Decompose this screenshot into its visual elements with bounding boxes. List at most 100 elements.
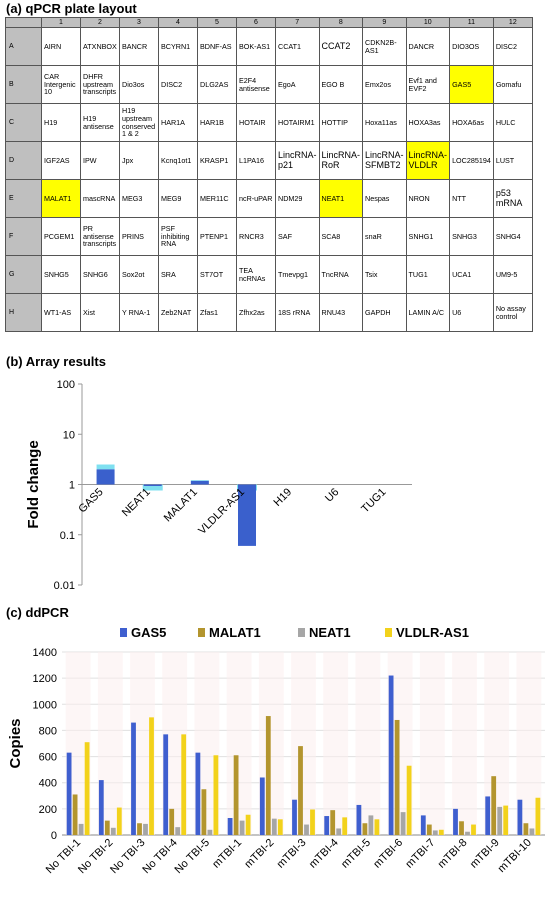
y-tick-label: 1400: [33, 647, 57, 659]
plate-cell: IGF2AS: [41, 141, 81, 180]
plate-cell: RNCR3: [236, 217, 276, 256]
row-header: H: [5, 293, 42, 332]
bar: [517, 799, 523, 835]
plate-cell: MEG9: [158, 179, 198, 218]
plate-cell: HAR1B: [197, 103, 237, 142]
plate-cell: Zfhx2as: [236, 293, 276, 332]
x-tick-label: mTBI-8: [436, 837, 470, 871]
bar: [195, 752, 201, 835]
bar: [271, 818, 277, 835]
bar: [207, 829, 213, 835]
error-bar: [142, 484, 163, 491]
table-corner: [5, 17, 42, 28]
plate-cell: BDNF-AS: [197, 27, 237, 66]
x-tick-label: GAS5: [76, 486, 105, 515]
bar: [459, 821, 464, 835]
bar: [453, 808, 458, 835]
bar: [116, 807, 122, 835]
plate-cell: IPW: [80, 141, 120, 180]
plate-cell: DHFR upstream transcripts: [80, 65, 120, 104]
plate-cell: Tsix: [362, 255, 407, 294]
bar: [432, 830, 438, 835]
bar: [497, 806, 503, 835]
plate-cell: SAF: [275, 217, 320, 256]
plate-cell: EgoA: [275, 65, 320, 104]
bar: [143, 823, 148, 835]
bar: [471, 824, 476, 835]
plate-cell: SNHG6: [80, 255, 120, 294]
bar: [342, 817, 348, 835]
plate-cell: HOXA3as: [405, 103, 451, 142]
bar: [523, 823, 529, 835]
plate-cell: ST7OT: [197, 255, 237, 294]
legend-label: MALAT1: [209, 625, 261, 640]
plate-cell: U6: [449, 293, 494, 332]
x-tick-label: NEAT1: [120, 486, 153, 519]
plate-cell: CCAT1: [275, 27, 320, 66]
plate-cell: GAPDH: [362, 293, 407, 332]
legend-swatch: [385, 628, 392, 637]
x-tick-label: mTBI-10: [496, 837, 534, 875]
bar: [96, 469, 115, 485]
column-header: 8: [318, 17, 364, 28]
bar: [169, 808, 175, 835]
y-tick-label: 600: [39, 752, 57, 764]
group-bg: [452, 652, 477, 835]
bar: [485, 796, 491, 835]
plate-cell: SRA: [158, 255, 198, 294]
bar: [362, 823, 368, 835]
row-header: A: [5, 27, 42, 66]
plate-cell: H19 upstream conserved 1 & 2: [119, 103, 159, 142]
plate-cell: Evf1 and EVF2: [405, 65, 451, 104]
x-tick-label: mTBI-4: [307, 837, 341, 871]
table-row: F PCGEM1 PR antisense transcripts PRINS PSF …: [5, 217, 533, 256]
legend-label: NEAT1: [309, 625, 351, 640]
bar: [330, 810, 336, 835]
plate-cell: BOK-AS1: [236, 27, 276, 66]
plate-cell: HOTAIRM1: [275, 103, 320, 142]
plate-cell: Dio3os: [119, 65, 159, 104]
plate-cell: PSF inhibiting RNA: [158, 217, 198, 256]
plate-cell: EGO B: [318, 65, 364, 104]
plate-cell: Tmevpg1: [275, 255, 320, 294]
plate-cell: H19 antisense: [80, 103, 120, 142]
plate-cell: MEG3: [119, 179, 159, 218]
plate-cell: L1PA16: [236, 141, 276, 180]
column-header: 12: [492, 17, 533, 28]
row-header: E: [5, 179, 42, 218]
plate-cell: NEAT1: [318, 179, 364, 218]
plate-cell: E2F4 antisense: [236, 65, 276, 104]
x-tick-label: mTBI-6: [371, 837, 405, 871]
section-b-title: (b) Array results: [6, 354, 106, 369]
bar: [78, 823, 84, 835]
plate-cell: Zeb2NAT: [158, 293, 198, 332]
y-tick-label: 10: [63, 429, 75, 441]
error-bar: [96, 464, 115, 470]
group-bg: [226, 652, 252, 835]
bar: [356, 804, 362, 835]
plate-cell: HOTTIP: [318, 103, 364, 142]
group-bg: [323, 652, 349, 835]
bar: [304, 824, 309, 835]
plate-cell: SCA8: [318, 217, 364, 256]
plate-cell: NRON: [405, 179, 451, 218]
plate-cell: DANCR: [405, 27, 451, 66]
plate-cell: MER11C: [197, 179, 237, 218]
plate-cell: LincRNA-p21: [275, 141, 320, 180]
y-tick-label: 0.1: [60, 530, 75, 542]
plate-cell: DIO3OS: [449, 27, 494, 66]
bar: [213, 755, 219, 835]
bar: [529, 828, 535, 835]
plate-cell: HAR1A: [158, 103, 198, 142]
y-tick-label: 0.01: [54, 580, 75, 592]
bar: [310, 809, 315, 835]
y-tick-label: 0: [51, 830, 57, 842]
bar: [438, 829, 444, 835]
bar: [406, 765, 412, 835]
plate-cell: HOTAIR: [236, 103, 276, 142]
column-header: 11: [449, 17, 494, 28]
legend-label: VLDLR-AS1: [396, 625, 469, 640]
x-tick-label: mTBI-3: [275, 837, 309, 871]
bar: [163, 734, 169, 835]
bar: [175, 827, 181, 835]
